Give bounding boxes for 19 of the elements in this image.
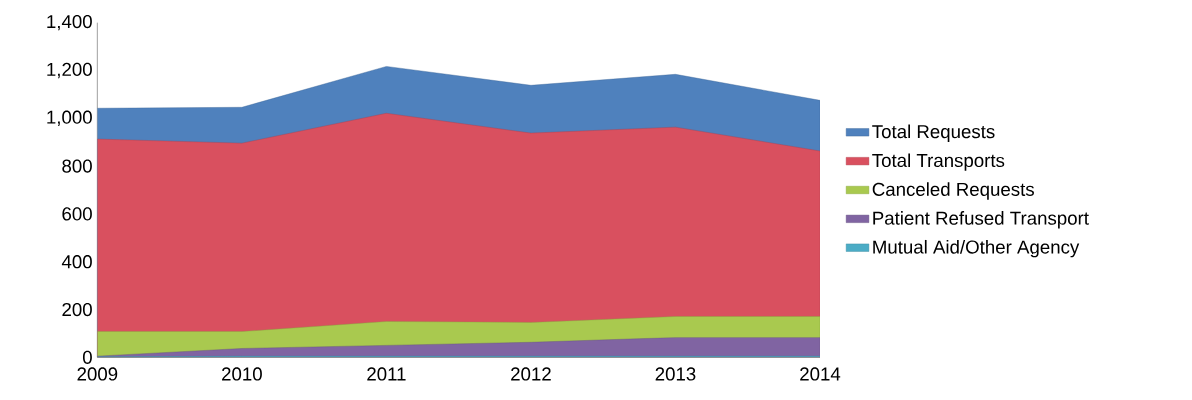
y-tick-label: 200: [62, 302, 92, 317]
x-tick-label: 2013: [655, 367, 696, 381]
y-tick-label: 1,400: [47, 14, 92, 31]
y-tick-label: 400: [61, 255, 92, 269]
legend-label: Total Transports: [872, 153, 1005, 171]
y-tick-label: 1,000: [47, 110, 92, 126]
legend-label: Patient Refused Transport: [873, 211, 1089, 229]
y-tick-label: 800: [62, 159, 92, 173]
x-tick-label: 2011: [367, 367, 406, 381]
legend-label: Total Requests: [872, 124, 995, 142]
y-tick-label: 1,200: [47, 62, 92, 79]
legend-label: Canceled Requests: [872, 182, 1034, 200]
y-tick-label: 600: [62, 207, 92, 221]
x-tick-label: 2010: [222, 367, 262, 381]
x-tick-label: 2009: [77, 367, 118, 381]
legend-label: Mutual Aid/Other Agency: [873, 239, 1080, 258]
y-tick-label: 0: [82, 350, 92, 364]
x-tick-label: 2014: [800, 367, 841, 381]
x-tick-label: 2012: [511, 367, 551, 381]
